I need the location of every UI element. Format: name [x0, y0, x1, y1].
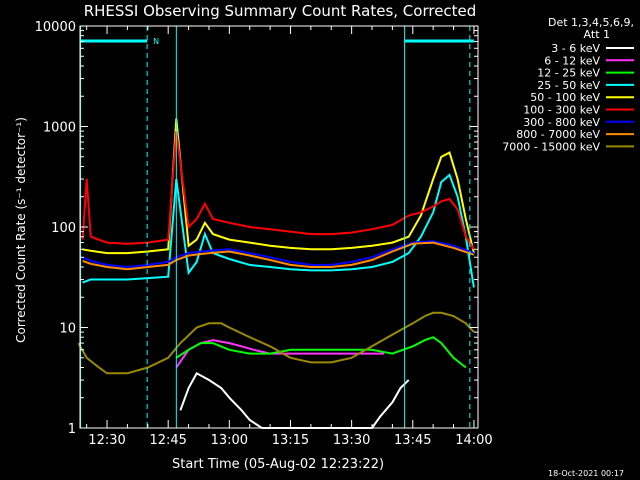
generated-timestamp: 18-Oct-2021 00:17: [548, 469, 624, 478]
legend-label-6: 300 - 800 keV: [523, 116, 600, 129]
y-tick-label-1: 10: [59, 322, 76, 337]
legend-label-3: 25 - 50 keV: [537, 79, 600, 92]
y-tick-label-3: 1000: [43, 121, 76, 136]
x-tick-label-4: 13:30: [333, 433, 370, 448]
legend-label-1: 6 - 12 keV: [544, 54, 600, 67]
series-line-2: [175, 336, 467, 369]
series-line-3: [82, 173, 475, 288]
legend-label-7: 800 - 7000 keV: [516, 128, 600, 141]
x-tick-label-3: 13:15: [272, 433, 309, 448]
chart-title: RHESSI Observing Summary Count Rates, Co…: [84, 2, 477, 20]
x-tick-label-1: 12:45: [149, 433, 186, 448]
legend-header-line-0: Det 1,3,4,5,6,9,: [548, 16, 634, 29]
y-tick-label-0: 1: [68, 422, 76, 437]
plot-frame: [79, 25, 479, 429]
y-axis-label: Corrected Count Rate (s⁻¹ detector⁻¹): [14, 117, 28, 343]
x-tick-label-5: 13:45: [394, 433, 431, 448]
legend-label-4: 50 - 100 keV: [530, 91, 600, 104]
x-tick-label-6: 14:00: [455, 433, 492, 448]
night-label: N: [153, 37, 159, 46]
series-line-4: [82, 118, 475, 255]
series-line-0: [179, 371, 410, 429]
series-line-1: [175, 339, 385, 369]
axes: 1 10 100 1000 10000 12:30 12:45 13:00 13:15 13:30…: [35, 20, 493, 448]
x-tick-label-0: 12:30: [88, 433, 125, 448]
legend-header-line-1: Att 1: [584, 28, 610, 41]
y-tick-label-2: 100: [51, 221, 76, 236]
y-tick-label-4: 10000: [35, 20, 76, 35]
legend-label-5: 100 - 300 keV: [523, 104, 600, 117]
legend-label-8: 7000 - 15000 keV: [502, 140, 600, 153]
series-line-8: [77, 311, 475, 375]
x-axis-label: Start Time (05-Aug-02 12:23:22): [172, 457, 384, 472]
legend-label-0: 3 - 6 keV: [551, 42, 600, 55]
series-line-5: [81, 130, 475, 250]
legend-label-2: 12 - 25 keV: [537, 67, 600, 80]
plot-area: N: [77, 26, 475, 429]
x-tick-label-2: 13:00: [211, 433, 248, 448]
series-line-6: [82, 240, 475, 269]
series-line-7: [82, 241, 475, 271]
